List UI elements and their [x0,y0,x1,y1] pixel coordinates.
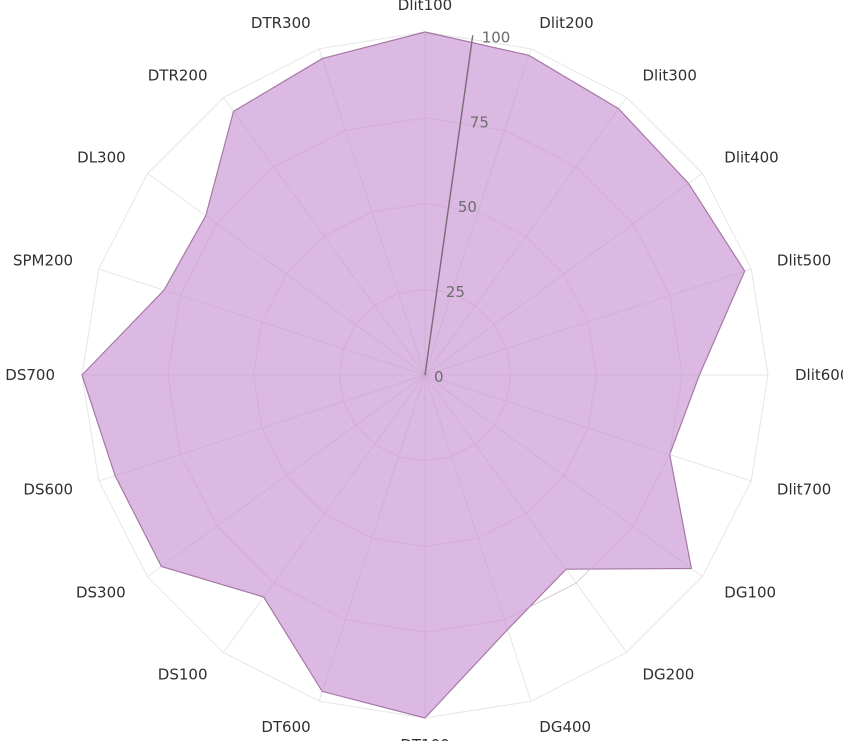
radial-tick-label: 25 [446,283,465,301]
inner-grid-layer [82,32,745,718]
category-label: Dlit100 [398,0,452,14]
category-label: DG100 [724,584,776,602]
inner-grid-spoke [161,374,426,567]
category-label: Dlit200 [539,14,593,32]
inner-grid-spoke [424,374,692,569]
inner-grid-spoke [205,215,426,376]
radial-tick-label: 100 [482,28,511,46]
radial-axis-layer: 0 25 50 75 100 [424,28,511,386]
category-label: Dlit700 [777,480,831,498]
inner-grid-spoke [424,374,509,630]
category-label: DG200 [643,665,695,683]
inner-grid-spoke [163,289,426,376]
category-label: Dlit300 [643,67,697,85]
category-label: DS600 [23,480,73,498]
radial-tick-label: 0 [434,368,444,386]
category-label: DS300 [76,584,126,602]
inner-grid-spoke [424,270,745,376]
inner-grid-spoke [114,374,426,477]
inner-grid-spoke [233,111,426,376]
inner-grid-spoke [424,374,670,455]
category-label: SPM200 [13,252,73,270]
inner-grid-spoke [321,58,426,376]
radial-tick-label: 75 [470,113,489,131]
category-label: DTR200 [148,67,208,85]
category-label: DT600 [261,718,310,736]
inner-grid-spoke [263,374,426,598]
category-label: DT100 [400,736,449,741]
category-label: Dlit400 [724,149,778,167]
radial-tick-label: 50 [458,198,477,216]
inner-grid-spoke [424,183,689,376]
inner-grid-spoke [321,374,426,692]
category-label: DS700 [5,366,55,384]
inner-grid-spoke [424,55,530,376]
category-label: DTR300 [251,14,311,32]
inner-grid-spoke [424,374,567,570]
radial-axis-line [424,35,474,376]
category-label: Dlit500 [777,252,831,270]
category-label: DL300 [77,149,126,167]
inner-grid-spoke [424,108,619,376]
category-labels: Dlit100 Dlit200 Dlit300 Dlit400 Dlit500 Dlit6… [5,0,843,741]
category-label: Dlit600 [795,366,843,384]
category-label: DG400 [539,718,591,736]
category-label: DS100 [158,665,208,683]
